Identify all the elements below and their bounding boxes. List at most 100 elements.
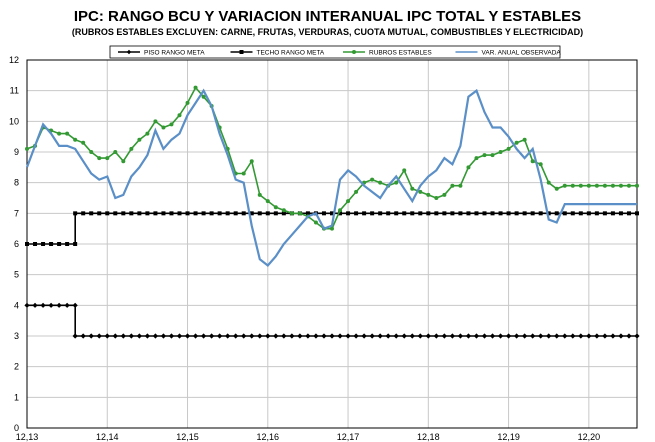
- series-1: [25, 211, 639, 246]
- data-point: [184, 333, 191, 339]
- data-point: [49, 242, 54, 246]
- x-tick-label: 12,14: [96, 432, 119, 442]
- data-point: [361, 333, 367, 339]
- data-point: [152, 333, 159, 339]
- data-point: [594, 183, 599, 188]
- data-point: [56, 302, 62, 308]
- x-tick-label: 12,18: [417, 432, 440, 442]
- data-point: [425, 333, 431, 339]
- data-point: [65, 242, 70, 246]
- data-point: [129, 211, 134, 216]
- data-point: [402, 168, 407, 173]
- data-point: [249, 159, 254, 164]
- data-point: [466, 165, 471, 170]
- data-point: [73, 137, 78, 142]
- data-point: [370, 211, 375, 216]
- data-point: [209, 211, 214, 216]
- data-point: [88, 333, 94, 339]
- y-tick-label: 2: [14, 362, 19, 372]
- data-point: [417, 333, 423, 339]
- data-point: [225, 211, 230, 216]
- data-point: [33, 242, 38, 246]
- data-point: [489, 333, 496, 339]
- data-point: [554, 211, 559, 216]
- series-3: [25, 88, 637, 268]
- data-point: [89, 150, 94, 154]
- data-point: [313, 220, 318, 225]
- data-point: [330, 211, 334, 216]
- data-point: [289, 333, 295, 339]
- data-point: [635, 211, 639, 216]
- data-point: [586, 183, 591, 188]
- data-point: [586, 211, 591, 216]
- data-point: [97, 156, 102, 161]
- data-point: [578, 333, 584, 339]
- data-point: [377, 333, 383, 339]
- data-point: [497, 333, 504, 339]
- chart-subtitle: (RUBROS ESTABLES EXCLUYEN: CARNE, FRUTAS…: [71, 27, 584, 37]
- y-tick-label: 10: [9, 116, 19, 126]
- data-point: [370, 177, 375, 182]
- data-point: [562, 211, 567, 216]
- data-point: [498, 150, 503, 154]
- data-point: [442, 211, 447, 216]
- y-tick-label: 4: [14, 300, 19, 310]
- data-point: [241, 333, 247, 339]
- data-point: [313, 333, 319, 339]
- data-point: [378, 211, 383, 216]
- y-tick-label: 6: [14, 239, 19, 249]
- legend: PISO RANGO META TECHO RANGO META RUBROS ES…: [109, 45, 562, 59]
- data-point: [145, 131, 150, 136]
- data-point: [562, 183, 567, 188]
- data-point: [73, 242, 78, 246]
- data-point: [602, 211, 607, 216]
- data-point: [594, 333, 600, 339]
- data-point: [353, 333, 359, 339]
- data-point: [257, 192, 262, 197]
- x-tick-label: 12,20: [578, 432, 601, 442]
- data-point: [346, 199, 351, 204]
- data-point: [474, 211, 479, 216]
- data-point: [394, 180, 399, 185]
- x-tick-label: 12,19: [497, 432, 520, 442]
- data-point: [554, 186, 559, 191]
- data-point: [554, 333, 560, 339]
- data-point: [185, 211, 190, 216]
- data-point: [200, 333, 207, 339]
- data-point: [514, 333, 520, 339]
- data-point: [25, 242, 29, 246]
- data-point: [329, 333, 335, 339]
- data-point: [96, 333, 102, 339]
- data-point: [586, 333, 592, 339]
- data-point: [385, 333, 391, 339]
- legend-label: VAR. ANUAL OBSERVADA: [482, 49, 562, 56]
- data-point: [265, 211, 270, 216]
- data-point: [458, 183, 463, 188]
- data-point: [354, 189, 359, 194]
- data-point: [305, 333, 311, 339]
- legend-box: [109, 45, 561, 59]
- data-point: [530, 211, 535, 216]
- data-point: [128, 333, 134, 339]
- series-line: [25, 88, 637, 268]
- data-point: [362, 211, 367, 216]
- data-point: [113, 150, 118, 154]
- y-tick-label: 8: [14, 178, 19, 188]
- data-point: [441, 333, 447, 339]
- data-point: [409, 333, 415, 339]
- data-point: [522, 333, 528, 339]
- data-point: [153, 211, 158, 216]
- data-point: [112, 333, 118, 339]
- data-point: [281, 333, 287, 339]
- data-point: [273, 333, 279, 339]
- data-point: [450, 211, 455, 216]
- data-point: [634, 333, 640, 339]
- data-point: [201, 211, 206, 216]
- data-point: [410, 186, 415, 191]
- data-point: [490, 211, 495, 216]
- data-point: [321, 211, 326, 216]
- data-point: [522, 137, 527, 142]
- data-point: [24, 302, 30, 308]
